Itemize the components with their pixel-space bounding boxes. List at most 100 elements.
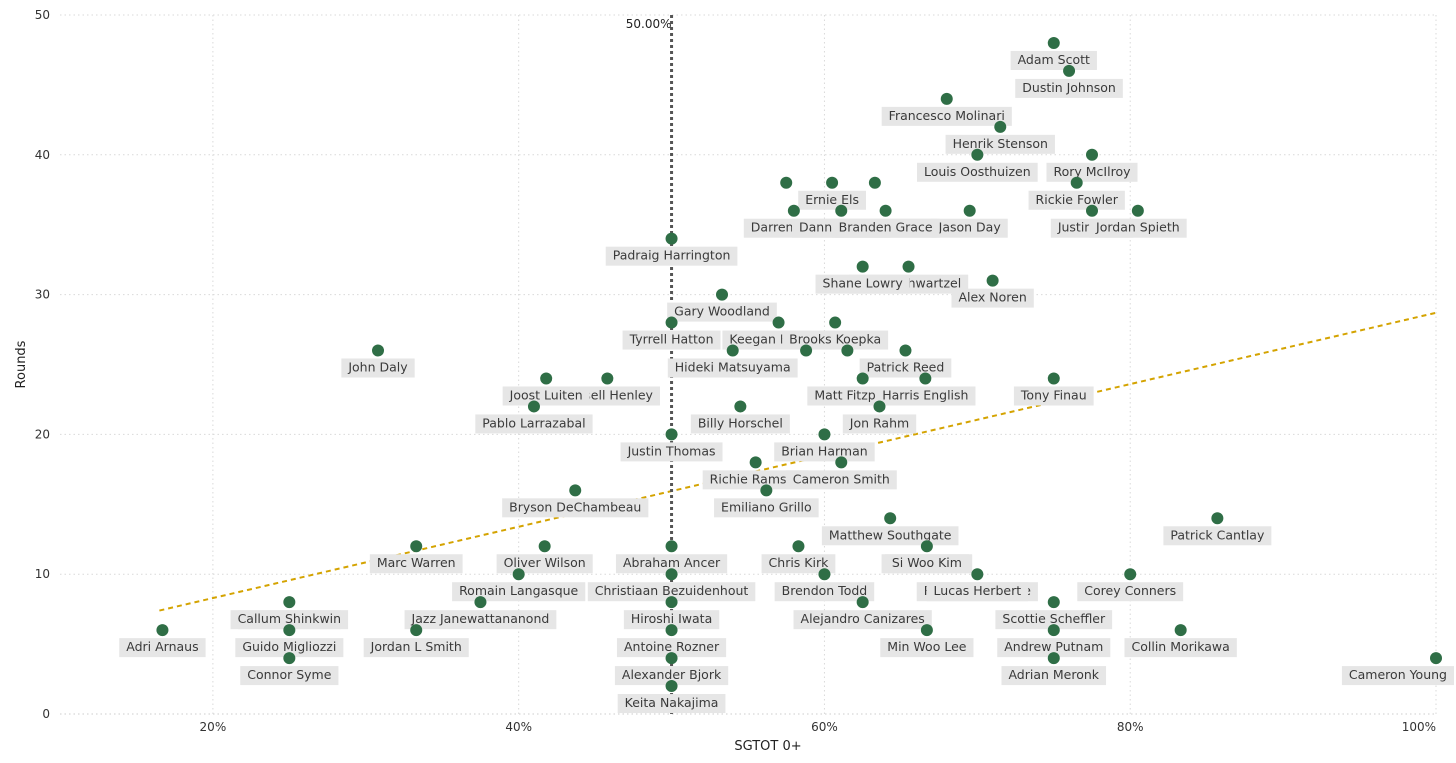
data-point[interactable]: [971, 568, 984, 581]
data-point[interactable]: [856, 260, 869, 273]
point-label: Jason Day: [931, 218, 1008, 238]
data-point[interactable]: [1070, 176, 1083, 189]
data-point[interactable]: [884, 512, 897, 525]
data-point[interactable]: [1430, 652, 1442, 665]
data-point[interactable]: [868, 176, 881, 189]
data-point[interactable]: [665, 624, 678, 637]
data-point[interactable]: [818, 568, 831, 581]
data-point[interactable]: [940, 92, 953, 105]
data-point[interactable]: [1211, 512, 1224, 525]
point-label: Henrik Stenson: [945, 134, 1055, 154]
data-point[interactable]: [1124, 568, 1137, 581]
point-label-text: Henrik Stenson: [953, 136, 1048, 151]
data-point[interactable]: [818, 428, 831, 441]
data-point[interactable]: [665, 428, 678, 441]
data-point[interactable]: [899, 344, 912, 357]
data-point[interactable]: [963, 204, 976, 217]
point-label: Brendon Todd: [774, 582, 875, 602]
data-point[interactable]: [538, 540, 551, 553]
point-label: Tyrrell Hatton: [622, 330, 721, 350]
data-point[interactable]: [1086, 204, 1098, 217]
data-point[interactable]: [879, 204, 892, 217]
point-label: Rickie Fowler: [1028, 190, 1125, 210]
point-label: Jordan L Smith: [363, 638, 469, 658]
point-label-text: Marc Warren: [377, 555, 456, 570]
data-point[interactable]: [841, 344, 854, 357]
data-point[interactable]: [665, 540, 678, 553]
data-point[interactable]: [994, 120, 1007, 133]
data-point[interactable]: [527, 400, 540, 413]
data-point[interactable]: [726, 344, 739, 357]
point-label: Antoine Rozner: [616, 638, 727, 658]
point-label-text: Jason Day: [938, 220, 1002, 235]
data-point[interactable]: [1063, 64, 1076, 77]
point-label: Christiaan Bezuidenhout: [587, 582, 756, 602]
point-label-text: Ernie Els: [805, 192, 859, 207]
point-label: Louis Oosthuizen: [916, 162, 1038, 182]
data-point[interactable]: [1047, 652, 1060, 665]
data-point[interactable]: [772, 316, 785, 329]
data-point[interactable]: [1047, 36, 1060, 49]
y-axis-ticks: 0 10 20 30 40 50: [35, 8, 50, 721]
data-point[interactable]: [835, 456, 848, 469]
data-point[interactable]: [826, 176, 839, 189]
data-point[interactable]: [665, 568, 678, 581]
data-point[interactable]: [986, 274, 999, 287]
data-point[interactable]: [601, 372, 614, 385]
data-point[interactable]: [734, 400, 747, 413]
data-point[interactable]: [971, 148, 984, 161]
point-label-bg: [341, 358, 415, 378]
data-point[interactable]: [800, 344, 813, 357]
data-point[interactable]: [665, 680, 678, 693]
data-point[interactable]: [410, 624, 423, 637]
point-label-text: Collin Morikawa: [1132, 639, 1230, 654]
data-point[interactable]: [919, 372, 932, 385]
data-point[interactable]: [920, 540, 933, 553]
point-label-bg: [1341, 666, 1454, 686]
data-point[interactable]: [474, 596, 487, 609]
data-point[interactable]: [283, 596, 296, 609]
data-point[interactable]: [920, 624, 933, 637]
data-point[interactable]: [372, 344, 385, 357]
data-point[interactable]: [569, 484, 582, 497]
point-label-text: Andrew Putnam: [1004, 639, 1103, 654]
data-point[interactable]: [873, 400, 886, 413]
data-point[interactable]: [665, 316, 678, 329]
data-point[interactable]: [665, 596, 678, 609]
data-point[interactable]: [829, 316, 842, 329]
data-point[interactable]: [512, 568, 525, 581]
data-point[interactable]: [780, 176, 793, 189]
data-point[interactable]: [283, 652, 296, 665]
data-point[interactable]: [1086, 148, 1098, 161]
point-label: Joost Luiten: [502, 386, 590, 406]
data-point[interactable]: [1131, 204, 1144, 217]
data-point[interactable]: [410, 540, 423, 553]
data-point[interactable]: [156, 624, 169, 637]
point-label-bg: [774, 442, 875, 462]
data-point[interactable]: [716, 288, 729, 301]
data-point[interactable]: [749, 456, 762, 469]
point-label-text: Jon Rahm: [849, 415, 909, 430]
data-point[interactable]: [856, 372, 869, 385]
point-label: Pablo Larrazabal: [475, 414, 593, 434]
data-point[interactable]: [1047, 624, 1060, 637]
data-point[interactable]: [283, 624, 296, 637]
point-label-bg: [782, 330, 889, 350]
data-point[interactable]: [902, 260, 915, 273]
data-point[interactable]: [1047, 596, 1060, 609]
point-label-bg: [859, 358, 952, 378]
data-point[interactable]: [835, 204, 848, 217]
data-point[interactable]: [760, 484, 773, 497]
data-point[interactable]: [1174, 624, 1187, 637]
point-label: Richie Ramsay: [702, 470, 809, 490]
data-point[interactable]: [856, 596, 869, 609]
data-point[interactable]: [665, 652, 678, 665]
point-label-bg: [798, 190, 866, 210]
data-point[interactable]: [665, 232, 678, 245]
point-label-bg: [605, 246, 738, 266]
data-point[interactable]: [1047, 372, 1060, 385]
data-point[interactable]: [787, 204, 800, 217]
point-label: Connor Syme: [240, 666, 339, 686]
data-point[interactable]: [792, 540, 805, 553]
data-point[interactable]: [540, 372, 553, 385]
